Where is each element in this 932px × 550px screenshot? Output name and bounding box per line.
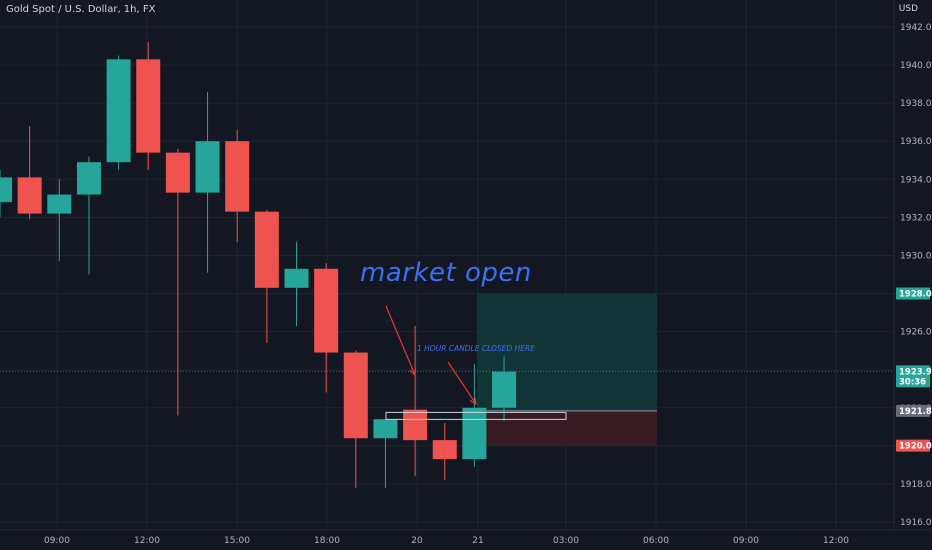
candle[interactable] xyxy=(314,263,339,393)
candle[interactable] xyxy=(17,126,42,220)
price-tick-label: 1942.00 xyxy=(900,23,932,33)
overlays xyxy=(385,305,567,420)
candle-body[interactable] xyxy=(254,211,279,288)
candle[interactable] xyxy=(373,419,398,488)
candle[interactable] xyxy=(165,148,190,416)
price-tick-label: 1938.00 xyxy=(900,99,932,109)
candle[interactable] xyxy=(254,209,279,344)
price-tick-label: 1934.00 xyxy=(900,175,932,185)
entry-price-badge[interactable]: 1921.84 xyxy=(896,404,932,417)
target-price-badge[interactable]: 1928.00 xyxy=(896,287,932,300)
candle-body[interactable] xyxy=(47,194,72,214)
arrow-head xyxy=(409,367,416,377)
target-price-badge-bg xyxy=(896,287,930,300)
currency-label: USD xyxy=(898,4,918,14)
highlight-box xyxy=(385,411,567,420)
market-open-arrow xyxy=(385,305,416,377)
candle[interactable] xyxy=(403,325,428,477)
candle-body[interactable] xyxy=(0,177,12,203)
candle[interactable] xyxy=(432,423,457,481)
price-tick-label: 1932.00 xyxy=(900,213,932,223)
market-open-annotation: market open xyxy=(360,258,532,288)
candle-body[interactable] xyxy=(432,440,457,460)
candle-body[interactable] xyxy=(165,152,190,193)
candle[interactable] xyxy=(47,179,72,262)
stop-zone xyxy=(477,410,657,446)
candle[interactable] xyxy=(492,356,517,422)
price-tick-label: 1918.00 xyxy=(900,480,932,490)
current-price-badge-label: 1923.91 xyxy=(899,367,932,377)
current-price-badge-bg xyxy=(896,365,930,388)
candle[interactable] xyxy=(136,42,161,170)
candle[interactable] xyxy=(76,156,101,275)
time-tick-label: 20 xyxy=(411,536,423,546)
time-tick-label: 18:00 xyxy=(314,536,340,546)
price-tick-label: 1936.00 xyxy=(900,137,932,147)
candle-body[interactable] xyxy=(106,59,131,163)
stop-price-badge-label: 1920.01 xyxy=(899,442,932,452)
candle-closed-arrow xyxy=(447,361,477,406)
candle-body[interactable] xyxy=(284,268,309,288)
stop-price-badge-bg xyxy=(896,439,930,452)
candle-body[interactable] xyxy=(136,59,161,153)
target-price-badge-label: 1928.00 xyxy=(899,290,932,300)
time-tick-label: 12:00 xyxy=(823,536,849,546)
candle-body[interactable] xyxy=(17,177,42,214)
candle[interactable] xyxy=(0,169,12,218)
candle-body[interactable] xyxy=(373,419,398,439)
price-tick-label: 1930.00 xyxy=(900,251,932,261)
time-tick-label: 15:00 xyxy=(224,536,250,546)
candle-body[interactable] xyxy=(76,162,101,195)
entry-price-badge-label: 1921.84 xyxy=(899,407,932,417)
current-price-badge-countdown: 30:36 xyxy=(899,377,926,387)
price-axis[interactable]: 1916.001918.001920.001922.001924.001926.… xyxy=(893,0,932,550)
candle[interactable] xyxy=(106,55,131,170)
candle[interactable] xyxy=(284,242,309,326)
price-tick-label: 1926.00 xyxy=(900,328,932,338)
stop-price-badge[interactable]: 1920.01 xyxy=(896,439,932,452)
current-price-badge[interactable]: 1923.9130:36 xyxy=(896,365,932,388)
candle-closed-annotation: 1 HOUR CANDLE CLOSED HERE xyxy=(417,344,535,353)
candle-body[interactable] xyxy=(462,407,487,460)
candle-body[interactable] xyxy=(403,409,428,441)
time-tick-label: 09:00 xyxy=(733,536,759,546)
symbol-title[interactable]: Gold Spot / U.S. Dollar, 1h, FX xyxy=(6,4,156,15)
candle[interactable] xyxy=(225,129,250,243)
time-axis[interactable]: 09:00 12:00 15:00 18:00 20 21 03:00 06:00 09:00 1… xyxy=(0,529,932,546)
arrow-shaft xyxy=(385,305,416,376)
candle-body[interactable] xyxy=(225,141,250,212)
time-tick-label: 03:00 xyxy=(553,536,579,546)
candle[interactable] xyxy=(343,350,368,488)
candle-body[interactable] xyxy=(314,268,339,353)
candle-body[interactable] xyxy=(195,141,220,193)
candles[interactable] xyxy=(0,42,517,488)
candle-body[interactable] xyxy=(343,352,368,439)
price-tick-label: 1916.00 xyxy=(900,518,932,528)
price-tick-label: 1940.00 xyxy=(900,61,932,71)
price-axis-bg xyxy=(894,0,932,550)
candle[interactable] xyxy=(195,91,220,273)
time-tick-label: 21 xyxy=(472,536,483,546)
time-tick-label: 09:00 xyxy=(44,536,70,546)
entry-price-badge-bg xyxy=(896,404,930,417)
arrow-head xyxy=(469,396,477,406)
candle-body[interactable] xyxy=(492,371,517,408)
time-tick-label: 12:00 xyxy=(134,536,160,546)
candle[interactable] xyxy=(462,363,487,467)
time-tick-label: 06:00 xyxy=(643,536,669,546)
arrow-shaft xyxy=(447,361,477,405)
